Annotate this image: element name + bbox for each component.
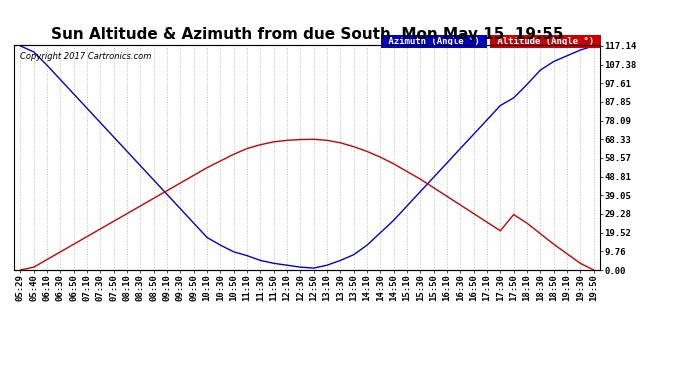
Title: Sun Altitude & Azimuth from due South  Mon May 15  19:55: Sun Altitude & Azimuth from due South Mo… — [51, 27, 563, 42]
Text: Copyright 2017 Cartronics.com: Copyright 2017 Cartronics.com — [19, 52, 151, 61]
Text: Altitude (Angle °): Altitude (Angle °) — [492, 37, 600, 46]
Text: Azimuth (Angle °): Azimuth (Angle °) — [384, 37, 486, 46]
